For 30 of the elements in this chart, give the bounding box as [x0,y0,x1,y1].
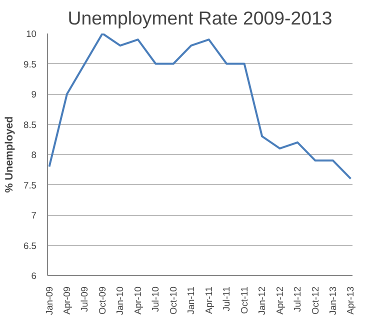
y-tick-label: 8.5 [24,120,36,130]
x-tick-label: Jul-09 [80,286,90,312]
x-tick-label: Jul-11 [222,286,232,312]
y-tick-label: 7 [31,210,37,220]
y-tick-label: 9.5 [24,59,36,70]
x-tick-label: Apr-09 [62,286,72,314]
line-series [48,34,352,180]
y-tick-label: 6.5 [24,240,36,251]
y-axis-title: % Unemployed [4,116,16,193]
x-tick-label: Oct-11 [239,286,250,314]
x-tick-label: Jan-13 [328,286,338,316]
y-tick-label: 9 [31,90,37,100]
x-tick-label: Jan-10 [115,286,126,316]
x-tick-label: Oct-12 [310,286,320,314]
chart-title: Unemployment Rate 2009-2013 [68,8,332,28]
x-tick-label: Apr-12 [274,286,285,314]
x-tick-label: Jul-10 [150,286,161,312]
x-tick-label: Apr-11 [204,286,214,314]
x-tick-label: Oct-10 [168,286,178,314]
y-tick-label: 7.5 [24,180,36,190]
x-tick-label: Jan-12 [257,286,268,316]
y-tick-label: 8 [31,150,37,160]
x-tick-label: Jul-12 [292,286,303,312]
y-tick-label: 10 [26,29,37,39]
x-tick-label: Apr-13 [346,286,356,314]
x-tick-label: Oct-09 [97,286,108,314]
x-tick-label: Jan-11 [186,286,196,314]
y-tick-label: 6 [31,271,37,281]
x-tick-label: Apr-10 [132,286,143,314]
x-tick-label: Jan-09 [44,286,54,316]
